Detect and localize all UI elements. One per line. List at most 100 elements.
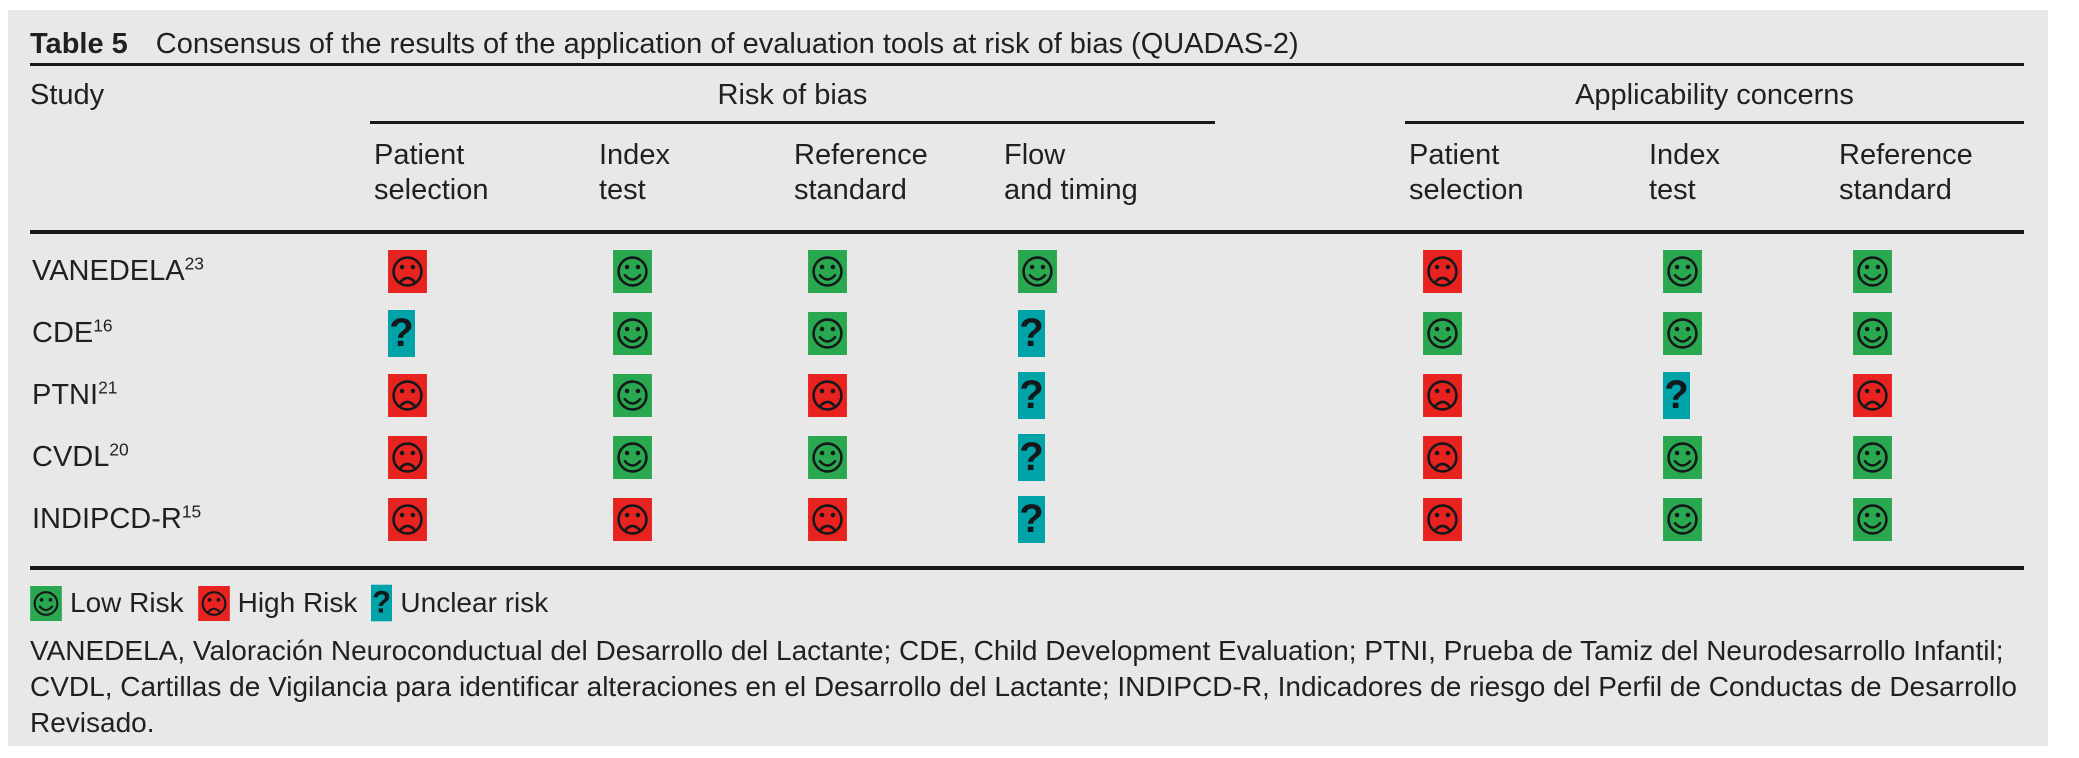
table-body: VANEDELA23 CDE16?? PTNI21?? CVDL20? INDIPCD-… — [30, 234, 2024, 566]
svg-text:?: ? — [389, 311, 413, 355]
applicability-cell — [1835, 497, 2024, 541]
applicability-cell — [1835, 249, 2024, 293]
table-caption: Consensus of the results of the applicat… — [155, 28, 1299, 60]
risk-of-bias-cell — [370, 249, 595, 293]
risk-of-bias-cell — [790, 311, 1000, 355]
applicability-cell — [1645, 497, 1835, 541]
study-label: PTNI21 — [32, 376, 118, 411]
legend-label: High Risk — [237, 587, 358, 618]
footnote: VANEDELA, Valoración Neuroconductual del… — [30, 635, 2017, 738]
risk-of-bias-cell — [595, 249, 790, 293]
low-risk-icon — [1663, 249, 1702, 293]
low-risk-icon — [1018, 249, 1057, 293]
risk-of-bias-cell — [595, 373, 790, 417]
risk-of-bias-cell — [595, 435, 790, 479]
group-header-applicability-concerns: Applicability concerns — [1405, 66, 2024, 124]
low-risk-icon — [808, 249, 847, 293]
study-label: INDIPCD-R15 — [32, 500, 202, 535]
svg-text:?: ? — [1019, 373, 1043, 417]
unclear-risk-icon: ? — [388, 309, 415, 357]
table-row: CVDL20? — [30, 426, 2024, 488]
high-risk-icon — [613, 497, 652, 541]
high-risk-icon — [808, 497, 847, 541]
unclear-risk-icon: ? — [1018, 371, 1045, 419]
high-risk-icon — [1423, 373, 1462, 417]
column-header-patient-selection: Patient selection — [374, 139, 489, 206]
low-risk-icon — [613, 435, 652, 479]
risk-of-bias-cell — [370, 435, 595, 479]
applicability-cell — [1835, 311, 2024, 355]
applicability-cell — [1405, 311, 1645, 355]
risk-of-bias-cell — [595, 497, 790, 541]
risk-of-bias-cell — [595, 311, 790, 355]
applicability-cell — [1645, 435, 1835, 479]
high-risk-icon — [1853, 373, 1892, 417]
reference-superscript: 20 — [109, 438, 129, 459]
applicability-cell — [1645, 249, 1835, 293]
legend-item-high-risk: High Risk — [197, 585, 358, 621]
applicability-cell — [1405, 249, 1645, 293]
high-risk-icon — [388, 497, 427, 541]
applicability-cell — [1405, 435, 1645, 479]
table-header: Study Risk of bias Applicability concern… — [30, 63, 2024, 234]
low-risk-icon — [1423, 311, 1462, 355]
high-risk-icon — [808, 373, 847, 417]
column-header-reference-standard: Reference standard — [1839, 139, 1973, 206]
svg-text:?: ? — [372, 585, 391, 620]
low-risk-icon — [613, 373, 652, 417]
legend-label: Unclear risk — [400, 587, 549, 618]
legend-item-unclear-risk: ? Unclear risk — [371, 584, 548, 622]
svg-text:?: ? — [1019, 435, 1043, 479]
table-row: VANEDELA23 — [30, 240, 2024, 302]
svg-text:?: ? — [1664, 373, 1688, 417]
reference-superscript: 23 — [184, 252, 204, 273]
low-risk-icon — [613, 311, 652, 355]
legend-item-low-risk: Low Risk — [30, 585, 184, 621]
low-risk-icon — [1663, 497, 1702, 541]
low-risk-icon — [1663, 435, 1702, 479]
column-header-reference-standard: Reference standard — [794, 139, 928, 206]
high-risk-icon — [1423, 435, 1462, 479]
reference-superscript: 15 — [181, 500, 202, 521]
risk-of-bias-cell — [790, 373, 1000, 417]
low-risk-icon — [613, 249, 652, 293]
high-risk-icon — [388, 249, 427, 293]
applicability-cell — [1405, 373, 1645, 417]
table-number: Table 5 — [30, 28, 128, 60]
applicability-cell: ? — [1645, 371, 1835, 419]
column-header-flow-and-timing: Flow and timing — [1004, 139, 1138, 206]
high-risk-icon — [388, 435, 427, 479]
reference-superscript: 21 — [98, 376, 118, 397]
applicability-cell — [1645, 311, 1835, 355]
low-risk-icon — [1853, 497, 1892, 541]
unclear-risk-icon: ? — [371, 584, 393, 622]
group-header-risk-of-bias: Risk of bias — [370, 66, 1215, 124]
risk-of-bias-cell: ? — [1000, 309, 1215, 357]
table-row: CDE16?? — [30, 302, 2024, 364]
high-risk-icon — [1423, 497, 1462, 541]
risk-of-bias-cell: ? — [1000, 433, 1215, 481]
risk-of-bias-cell — [370, 497, 595, 541]
low-risk-icon — [1853, 249, 1892, 293]
column-header-index-test: Index test — [1649, 139, 1720, 206]
study-label: CVDL20 — [32, 438, 129, 473]
legend: Low Risk High Risk? Unclear risk — [30, 566, 2024, 625]
legend-label: Low Risk — [70, 587, 184, 618]
applicability-cell — [1835, 435, 2024, 479]
unclear-risk-icon: ? — [1018, 433, 1045, 481]
column-header-index-test: Index test — [599, 139, 670, 206]
column-header-study: Study — [30, 79, 105, 111]
risk-of-bias-cell — [370, 373, 595, 417]
high-risk-icon — [388, 373, 427, 417]
risk-of-bias-cell — [790, 249, 1000, 293]
unclear-risk-icon: ? — [1018, 309, 1045, 357]
risk-of-bias-cell: ? — [1000, 495, 1215, 543]
table-title: Table 5 Consensus of the results of the a… — [30, 10, 2024, 63]
risk-of-bias-cell — [790, 435, 1000, 479]
risk-of-bias-cell — [790, 497, 1000, 541]
risk-of-bias-cell: ? — [370, 309, 595, 357]
unclear-risk-icon: ? — [1663, 371, 1690, 419]
table-row: PTNI21?? — [30, 364, 2024, 426]
study-label: CDE16 — [32, 314, 113, 349]
